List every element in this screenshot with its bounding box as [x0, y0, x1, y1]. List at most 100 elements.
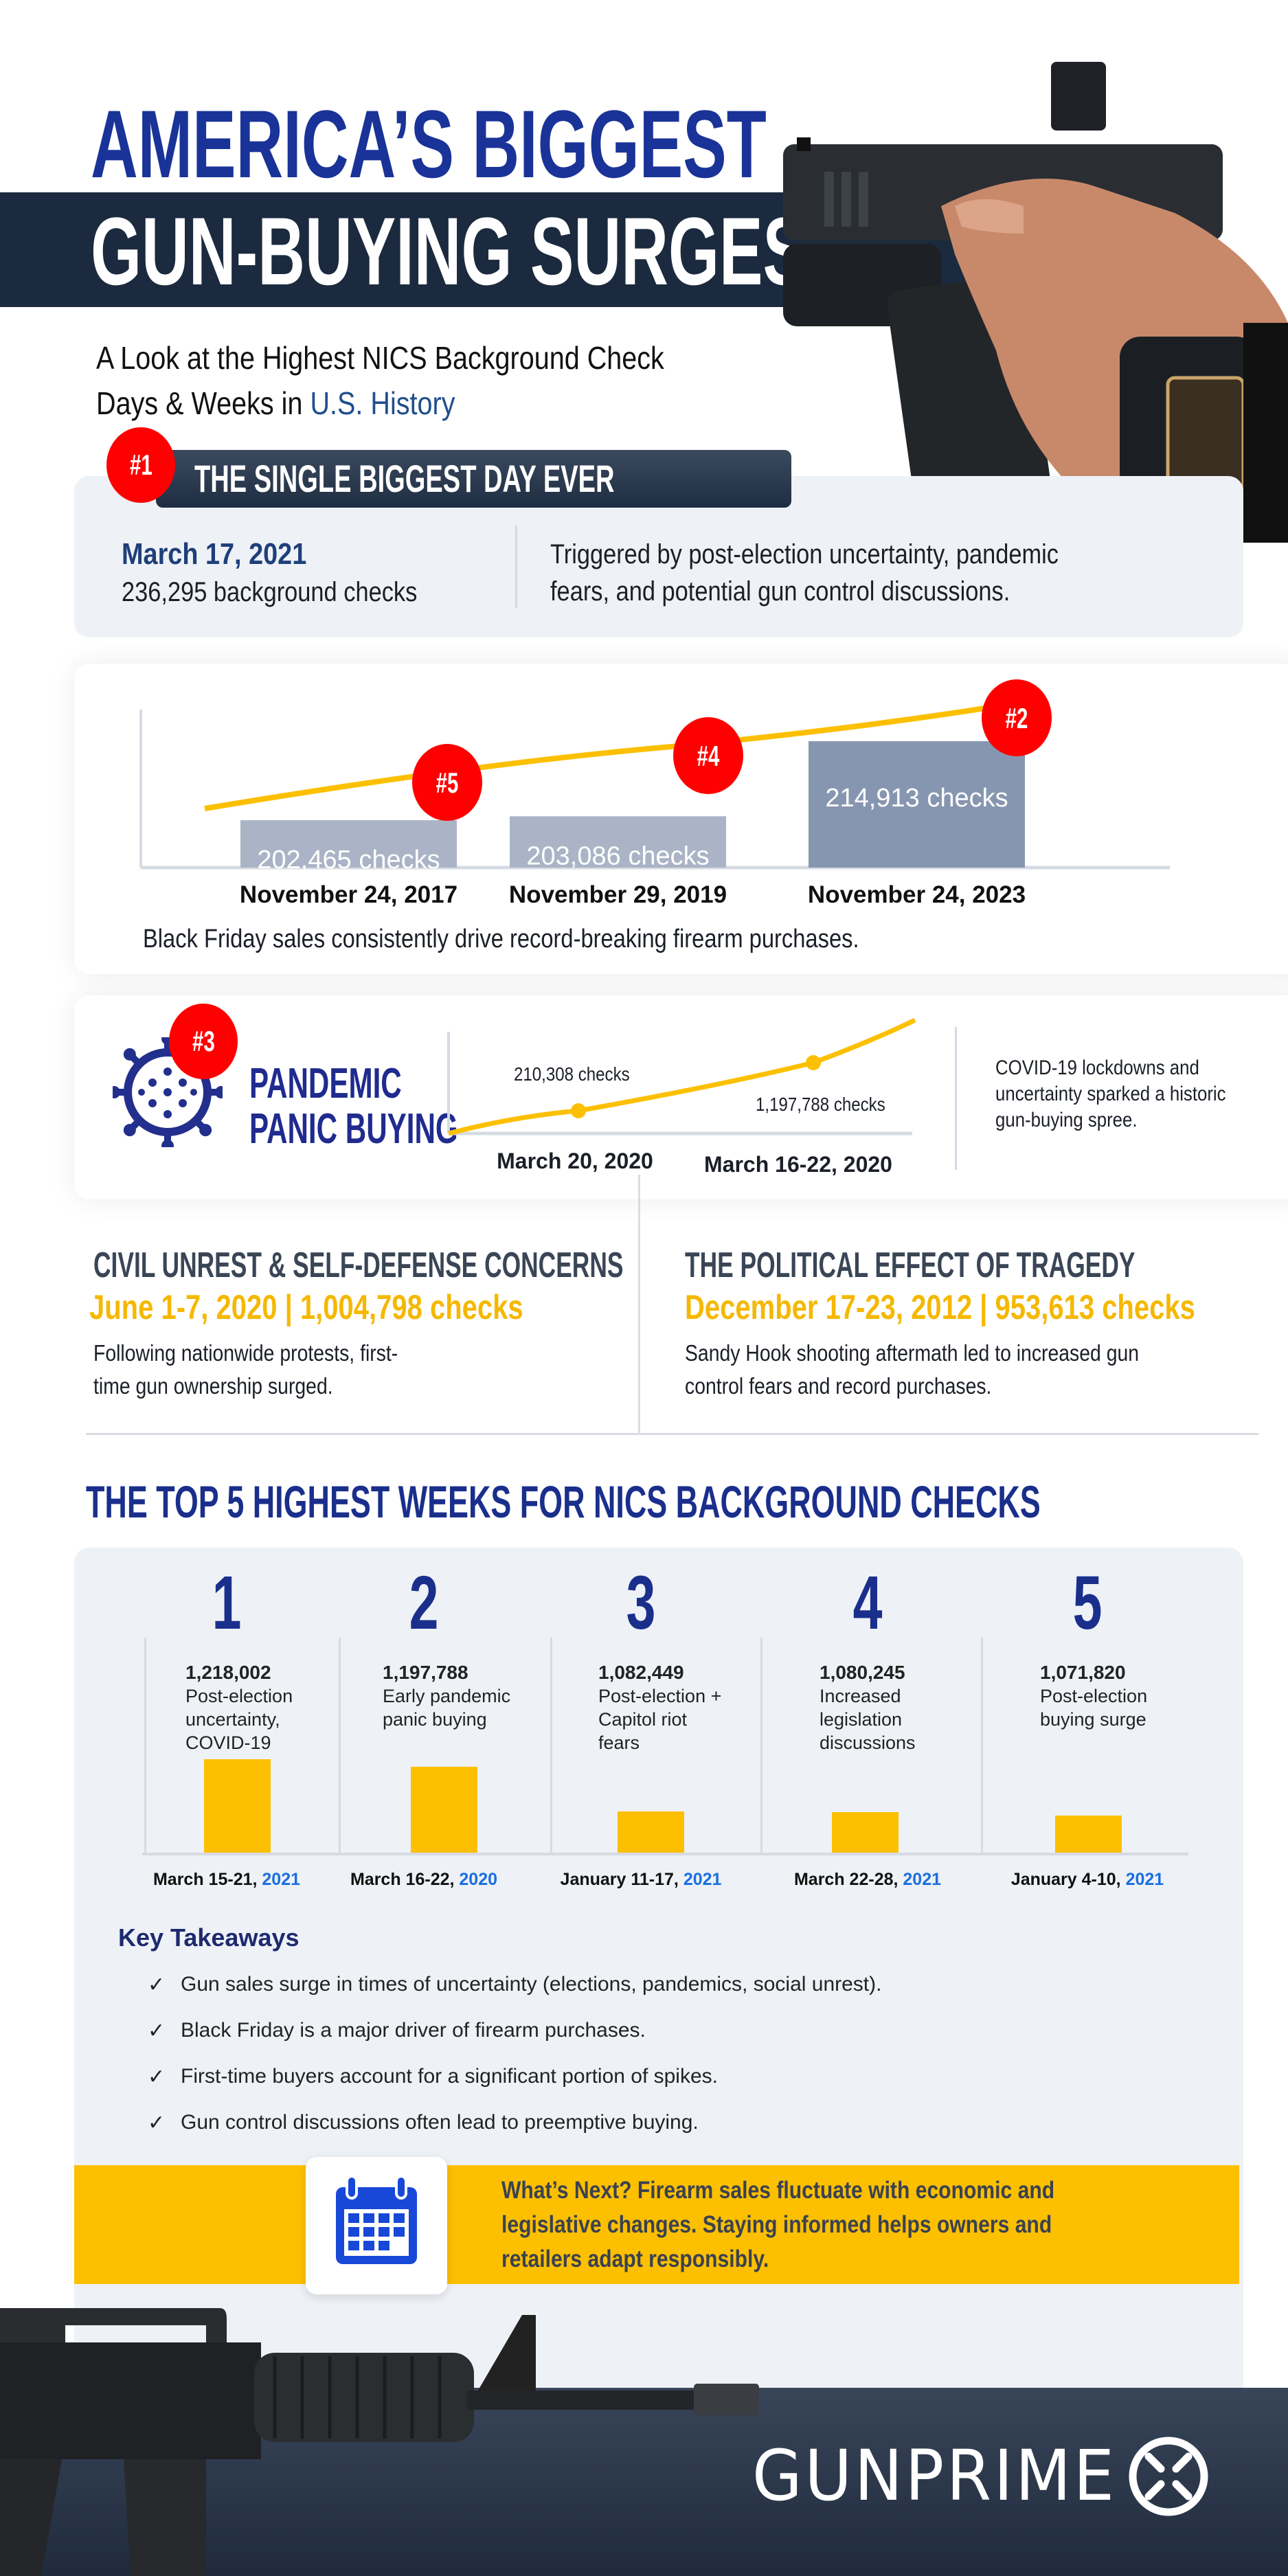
gunprime-logo: GUNPRIME	[752, 2435, 1209, 2517]
week-desc: Increased legislation discussions	[820, 1686, 916, 1753]
data-point	[571, 1103, 586, 1118]
logo-text: GUNPRIME	[752, 2435, 1117, 2517]
top5-card	[74, 1548, 1243, 2441]
black-friday-caption: Black Friday sales consistently drive re…	[143, 925, 859, 953]
week-bar	[618, 1811, 684, 1853]
week-rank: 2	[409, 1561, 439, 1645]
top5-baseline	[142, 1853, 1188, 1855]
week-rank: 5	[1072, 1561, 1103, 1645]
divider	[515, 526, 517, 608]
pistol-hand-image	[783, 62, 1288, 543]
title-line1: AMERICA’S BIGGEST	[91, 96, 1085, 192]
title-line2: GUN-BUYING SURGES	[91, 203, 1143, 300]
check-icon: ✓	[148, 1974, 166, 1996]
tragedy-section: THE POLITICAL EFFECT OF TRAGEDY December…	[685, 1245, 1195, 1399]
week-desc: Post-election + Capitol riot fears	[598, 1686, 722, 1753]
data-point	[806, 1055, 821, 1070]
column-divider	[760, 1638, 762, 1853]
bar-label: 203,086 checks	[526, 841, 709, 870]
section-bottom-line	[86, 1433, 1258, 1435]
pandemic-point1-date: March 20, 2020	[497, 1149, 653, 1173]
week-date: January 4-10, 2021	[1010, 1870, 1164, 1889]
week-bar	[832, 1812, 899, 1853]
rifle-image	[0, 2308, 759, 2576]
week-desc: Early pandemic panic buying	[383, 1686, 511, 1730]
week-bar	[411, 1767, 477, 1853]
week-value: 1,218,002	[185, 1662, 271, 1683]
rank-badge	[982, 679, 1052, 756]
check-icon: ✓	[148, 2066, 166, 2088]
subtitle: A Look at the Highest NICS Background Ch…	[96, 335, 756, 426]
biggest-day-date: March 17, 2021	[122, 537, 307, 571]
title-text-1: AMERICA’S BIGGEST	[91, 90, 767, 198]
subtitle-line1: A Look at the Highest NICS Background Ch…	[96, 340, 664, 376]
rank-badge-label: #5	[436, 767, 459, 800]
takeaway-text: Black Friday is a major driver of firear…	[181, 2019, 646, 2042]
week-info: 1,071,820 Post-election buying surge	[1040, 1661, 1246, 1731]
subtitle-highlight: U.S. History	[310, 385, 455, 421]
tragedy-stat: December 17-23, 2012 | 953,613 checks	[685, 1288, 1195, 1326]
rank-badge-label: #4	[697, 740, 720, 773]
calendar-icon-box	[306, 2157, 447, 2294]
rank-badge	[673, 717, 743, 794]
week-desc: Post-election uncertainty, COVID-19	[185, 1686, 293, 1753]
biggest-day-banner: THE SINGLE BIGGEST DAY EVER	[156, 450, 791, 508]
pandemic-desc: COVID-19 lockdowns and uncertainty spark…	[995, 1057, 1226, 1131]
bar	[240, 820, 457, 868]
check-icon: ✓	[148, 2112, 166, 2134]
rank-badge-1: #1	[106, 427, 175, 503]
bar-label: 202,465 checks	[257, 846, 440, 874]
takeaway-item: ✓ Gun sales surge in times of uncertainty…	[148, 1973, 881, 1997]
pandemic-point2-label: 1,197,788 checks	[756, 1094, 885, 1115]
rank-badge	[412, 744, 482, 821]
week-desc: Post-election buying surge	[1040, 1686, 1148, 1730]
tragedy-heading: THE POLITICAL EFFECT OF TRAGEDY	[685, 1245, 1136, 1285]
black-friday-chart: 202,465 checks November 24, 2017 203,086 c…	[139, 679, 1170, 908]
calendar-icon	[336, 2175, 417, 2264]
civil-unrest-stat: June 1-7, 2020 | 1,004,798 checks	[89, 1288, 523, 1326]
top5-heading: THE TOP 5 HIGHEST WEEKS FOR NICS BACKGRO…	[86, 1476, 1041, 1527]
subtitle-line2: Days & Weeks in	[96, 385, 310, 421]
week-info: 1,218,002 Post-election uncertainty, COVI…	[185, 1661, 392, 1754]
pandemic-point1-label: 210,308 checks	[514, 1063, 630, 1085]
pandemic-card	[74, 995, 1288, 1199]
trend-line	[448, 1017, 916, 1136]
bar	[510, 816, 726, 868]
column-divider	[339, 1638, 341, 1853]
check-icon: ✓	[148, 2020, 166, 2042]
takeaway-text: First-time buyers account for a signific…	[181, 2065, 718, 2088]
column-divider	[550, 1638, 552, 1853]
week-value: 1,197,788	[383, 1662, 468, 1683]
whats-next-band	[74, 2165, 1239, 2284]
week-info: 1,082,449 Post-election + Capitol riot fe…	[598, 1661, 804, 1754]
title-text-2: GUN-BUYING SURGES	[91, 197, 806, 305]
week-date: March 16-22, 2020	[350, 1870, 498, 1889]
civil-unrest-heading: CIVIL UNREST & SELF-DEFENSE CONCERNS	[93, 1245, 624, 1285]
week-date: March 15-21, 2021	[152, 1870, 301, 1889]
week-rank: 4	[852, 1561, 883, 1645]
week-value: 1,071,820	[1040, 1662, 1126, 1683]
week-bar	[1055, 1816, 1122, 1853]
virus-icon	[113, 1037, 223, 1147]
column-divider	[981, 1638, 983, 1853]
week-info: 1,080,245 Increased legislation discussio…	[820, 1661, 1026, 1754]
bar-label: 214,913 checks	[825, 784, 1008, 813]
biggest-day-checks: 236,295 background checks	[122, 577, 418, 607]
week-bar	[204, 1759, 271, 1853]
trend-line	[204, 705, 990, 811]
bar-date: November 29, 2019	[509, 881, 727, 908]
takeaway-item: ✓ Black Friday is a major driver of firea…	[148, 2019, 646, 2043]
takeaway-item: ✓ Gun control discussions often lead to p…	[148, 2111, 699, 2135]
bar-date: November 24, 2023	[808, 881, 1026, 908]
week-info: 1,197,788 Early pandemic panic buying	[383, 1661, 589, 1731]
week-rank: 1	[212, 1561, 242, 1645]
takeaways-heading: Key Takeaways	[118, 1923, 300, 1952]
column-divider	[144, 1638, 146, 1853]
whats-next-text: What’s Next? Firearm sales fluctuate wit…	[501, 2177, 1055, 2272]
rank-badge-label: #2	[1006, 702, 1028, 735]
takeaway-text: Gun control discussions often lead to pr…	[181, 2111, 699, 2134]
crosshair-icon	[1129, 2437, 1208, 2516]
banner-text: THE SINGLE BIGGEST DAY EVER	[194, 457, 615, 500]
pandemic-point2-date: March 16-22, 2020	[704, 1152, 892, 1177]
bar-date: November 24, 2017	[240, 881, 457, 908]
